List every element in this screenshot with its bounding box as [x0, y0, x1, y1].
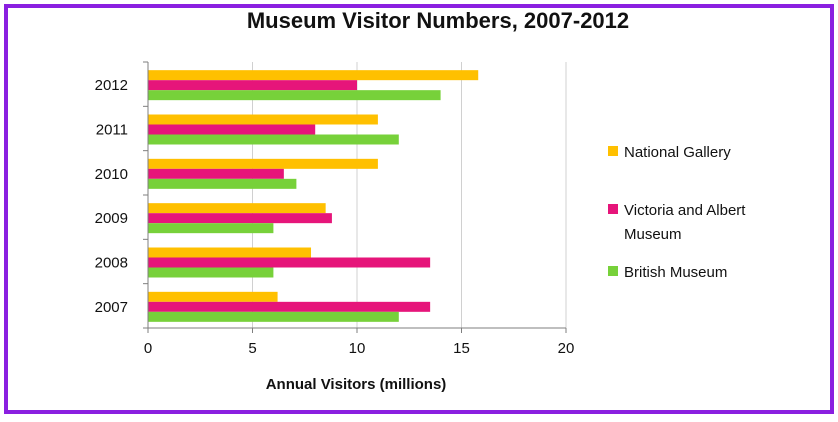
x-tick-label: 0 [144, 340, 152, 357]
y-tick-label: 2008 [95, 255, 128, 272]
y-tick-label: 2009 [95, 210, 128, 227]
bar [148, 158, 378, 169]
bar [148, 168, 284, 179]
legend-label: Museum [624, 226, 682, 243]
legend: National Gallery Victoria and Albert Museu… [608, 144, 746, 281]
bar [148, 311, 399, 322]
x-axis-label: Annual Visitors (millions) [266, 376, 447, 393]
bar [148, 80, 357, 91]
y-tick-labels: 2012 2011 2010 2009 2008 2007 [95, 77, 128, 316]
legend-swatch [608, 146, 618, 156]
chart-title: Museum Visitor Numbers, 2007-2012 [247, 8, 629, 33]
y-tick-label: 2012 [95, 77, 128, 94]
y-tick-label: 2007 [95, 299, 128, 316]
legend-swatch [608, 266, 618, 276]
bar [148, 257, 431, 268]
bar [148, 301, 431, 312]
gridlines [252, 62, 567, 328]
bar [148, 124, 316, 135]
legend-label: National Gallery [624, 144, 731, 161]
bar [148, 267, 274, 278]
bar [148, 134, 399, 145]
y-tick-label: 2011 [96, 122, 128, 139]
axes [143, 61, 567, 333]
bars [148, 70, 479, 322]
bar [148, 114, 378, 125]
bar [148, 223, 274, 234]
bar [148, 247, 312, 258]
bar [148, 291, 278, 302]
legend-swatch [608, 204, 618, 214]
x-tick-labels: 0 5 10 15 20 [144, 340, 575, 357]
x-tick-label: 5 [248, 340, 256, 357]
x-tick-label: 10 [349, 340, 366, 357]
x-tick-label: 15 [453, 340, 470, 357]
bar [148, 70, 479, 81]
legend-label: Victoria and Albert [624, 202, 746, 219]
bar [148, 178, 297, 189]
bar [148, 213, 332, 224]
y-tick-label: 2010 [95, 166, 128, 183]
bar [148, 203, 326, 214]
bar [148, 90, 441, 101]
legend-label: British Museum [624, 264, 727, 281]
x-tick-label: 20 [558, 340, 575, 357]
